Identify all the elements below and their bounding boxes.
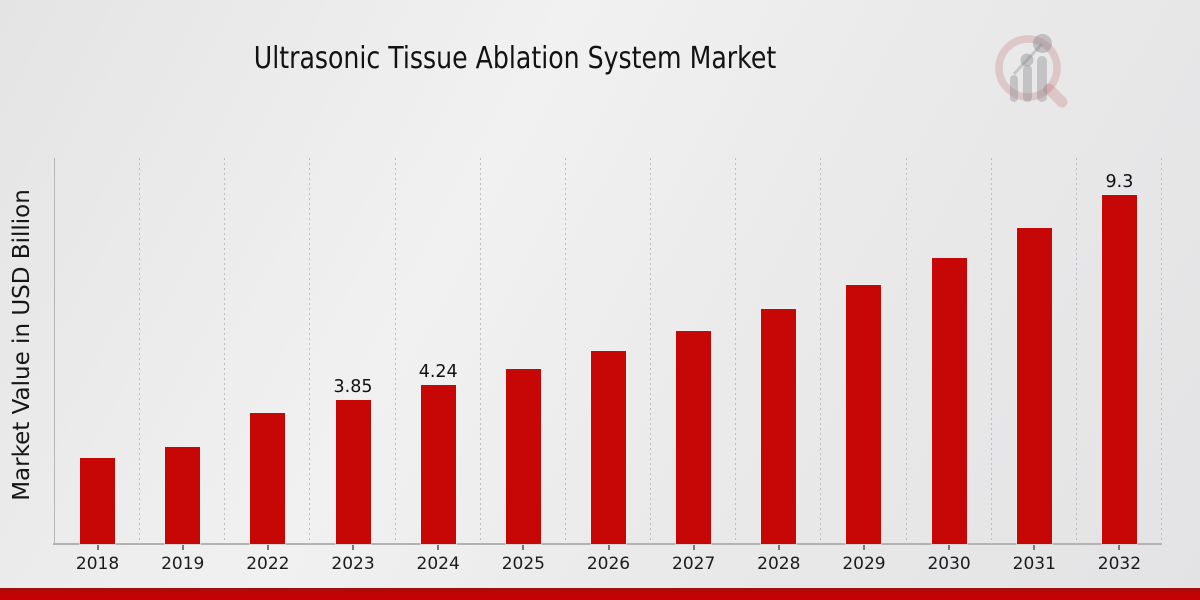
grid-line [820, 158, 822, 544]
x-axis-tick [266, 545, 269, 550]
x-axis-tick [522, 545, 525, 550]
logo-bar-mid [1023, 65, 1032, 102]
grid-line [394, 158, 396, 544]
bar-value-label-2023: 3.85 [333, 376, 373, 397]
x-axis-line [53, 543, 1162, 545]
x-axis-tick [437, 545, 440, 550]
x-tick-label-2022: 2022 [246, 554, 290, 574]
plot-area: 2018 2019 2022 2023 3.85 2024 4.24 2025 2026 2027… [53, 158, 1162, 574]
grid-line [735, 158, 737, 544]
x-tick-label-2030: 2030 [927, 554, 971, 574]
x-axis-tick [1033, 545, 1036, 550]
grid-line [1161, 158, 1162, 544]
bar-2027 [676, 331, 712, 544]
bar-2024 [420, 385, 456, 544]
bar-2018 [80, 457, 116, 544]
bar-2032 [1101, 195, 1137, 544]
bar-2031 [1016, 228, 1052, 544]
magnifier-bar-chart-logo-icon [995, 34, 1068, 108]
bar-2023 [335, 399, 371, 544]
magnifier-handle [1043, 83, 1068, 108]
footer-accent-bar [0, 588, 1200, 600]
bar-2025 [505, 369, 541, 544]
x-axis-tick [862, 545, 865, 550]
x-tick-label-2023: 2023 [331, 554, 375, 574]
x-tick-label-2031: 2031 [1012, 554, 1056, 574]
x-tick-label-2018: 2018 [75, 554, 120, 574]
bar-value-label-2032: 9.3 [1105, 172, 1134, 193]
bar-value-label-2024: 4.24 [418, 362, 458, 383]
grid-line [139, 158, 141, 544]
grid-line [224, 158, 226, 544]
logo-bar-small [1010, 75, 1018, 102]
x-axis-tick [607, 545, 610, 550]
x-axis-tick [96, 545, 99, 550]
x-tick-label-2025: 2025 [501, 554, 545, 574]
logo-bar-tall [1037, 56, 1047, 102]
logo-dot-mid [1020, 53, 1034, 67]
y-axis-label: Market Value in USD Billion [9, 189, 35, 501]
x-axis-tick [181, 545, 184, 550]
x-tick-label-2029: 2029 [842, 554, 886, 574]
grid-line [479, 158, 481, 544]
x-tick-label-2026: 2026 [586, 554, 631, 574]
chart-title: Ultrasonic Tissue Ablation System Market [0, 40, 1030, 78]
grid-line [564, 158, 566, 544]
grid-line [990, 158, 992, 544]
x-tick-label-2032: 2032 [1097, 554, 1142, 574]
chart-title-text: Ultrasonic Tissue Ablation System Market [253, 41, 777, 76]
x-axis-tick [352, 545, 355, 550]
x-tick-label-2019: 2019 [161, 554, 205, 574]
x-axis-tick [777, 545, 780, 550]
x-axis-tick [1118, 545, 1121, 550]
logo-dot-big [1033, 34, 1052, 53]
grid-line [1075, 158, 1077, 544]
x-axis-tick [692, 545, 695, 550]
bar-2030 [931, 257, 967, 544]
grid-line [905, 158, 907, 544]
bar-2029 [846, 284, 882, 544]
bar-2028 [761, 309, 797, 544]
x-tick-label-2024: 2024 [416, 554, 460, 574]
bar-2026 [591, 351, 626, 544]
x-tick-label-2027: 2027 [672, 554, 716, 574]
bar-2022 [250, 413, 286, 544]
bar-2019 [165, 446, 201, 544]
logo-trend-line [1012, 42, 1044, 76]
x-axis-tick [948, 545, 951, 550]
magnifier-ring [995, 35, 1061, 101]
x-tick-label-2028: 2028 [757, 554, 801, 574]
grid-line [650, 158, 652, 544]
grid-line [309, 158, 311, 544]
